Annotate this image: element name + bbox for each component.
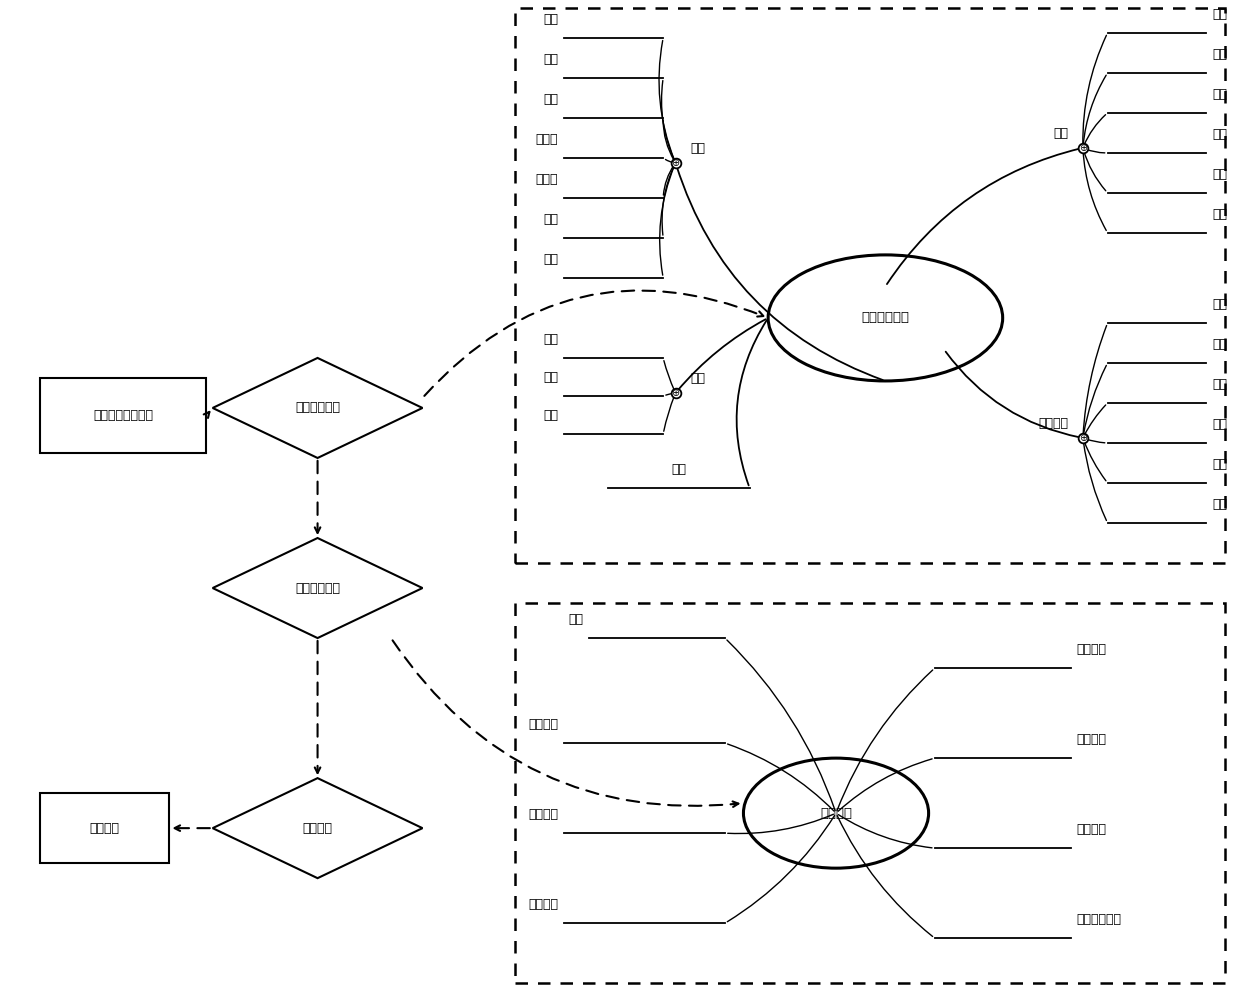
Text: 病灶识别: 病灶识别 xyxy=(820,807,852,820)
Text: 其它: 其它 xyxy=(543,253,558,266)
Text: 盆腔: 盆腔 xyxy=(1213,458,1228,471)
Text: 下肢: 下肢 xyxy=(543,213,558,226)
Text: 检查类型筛选: 检查类型筛选 xyxy=(295,401,340,414)
Text: 鼻窦: 鼻窦 xyxy=(1213,128,1228,141)
Text: 平扫: 平扫 xyxy=(1053,127,1068,140)
Text: ⊕: ⊕ xyxy=(672,158,680,168)
Ellipse shape xyxy=(744,759,929,868)
Text: 其它: 其它 xyxy=(543,409,558,422)
Text: 体部: 体部 xyxy=(543,371,558,384)
Text: 胸部: 胸部 xyxy=(1213,378,1228,391)
Text: 腹部: 腹部 xyxy=(1213,417,1228,431)
Text: 眼眶: 眼眶 xyxy=(1213,48,1228,60)
Text: 钙化类型: 钙化类型 xyxy=(1076,733,1107,746)
Text: ⊕: ⊕ xyxy=(1079,143,1087,153)
FancyBboxPatch shape xyxy=(515,603,1225,983)
Text: 结节类型: 结节类型 xyxy=(528,898,558,911)
Text: 头颈: 头颈 xyxy=(543,93,558,106)
Text: 头顶: 头顶 xyxy=(543,333,558,346)
Text: 其它: 其它 xyxy=(1213,498,1228,511)
Text: 结构缺失类型: 结构缺失类型 xyxy=(1076,913,1122,927)
Text: 冠脉: 冠脉 xyxy=(543,13,558,26)
Text: 其它: 其它 xyxy=(568,613,583,626)
Text: 检查类型识别: 检查类型识别 xyxy=(862,312,909,324)
Polygon shape xyxy=(212,538,423,638)
Text: 颅脑: 颅脑 xyxy=(543,52,558,65)
Text: 胸腹部: 胸腹部 xyxy=(536,173,558,186)
Text: 内耳: 内耳 xyxy=(1213,88,1228,101)
Text: 常规增强: 常规增强 xyxy=(1038,416,1068,430)
Text: 打印输出: 打印输出 xyxy=(89,822,119,835)
Text: 颅脑: 颅脑 xyxy=(1213,298,1228,311)
Text: ⊕: ⊕ xyxy=(1079,433,1087,443)
Text: 空洞类型: 空洞类型 xyxy=(1076,823,1107,836)
Text: 肺动脉: 肺动脉 xyxy=(536,133,558,146)
Text: 牙齿: 牙齿 xyxy=(1213,168,1228,181)
Polygon shape xyxy=(212,778,423,878)
Text: 其它: 其它 xyxy=(1213,208,1228,221)
Polygon shape xyxy=(212,358,423,458)
Text: 其它: 其它 xyxy=(671,463,686,476)
FancyBboxPatch shape xyxy=(515,8,1225,563)
Text: 肿块类型: 肿块类型 xyxy=(1076,643,1107,656)
Text: 骨折类型: 骨折类型 xyxy=(528,808,558,821)
Bar xyxy=(40,793,170,863)
Bar xyxy=(40,378,207,453)
Text: 颈部: 颈部 xyxy=(1213,338,1228,351)
Text: ⊕: ⊕ xyxy=(672,388,680,398)
Text: 扫描生成图像数据: 扫描生成图像数据 xyxy=(93,409,153,422)
Text: 灌注: 灌注 xyxy=(691,372,706,385)
Text: 断层图像筛选: 断层图像筛选 xyxy=(295,581,340,595)
Text: 条索类型: 条索类型 xyxy=(528,718,558,731)
Text: 颅脑: 颅脑 xyxy=(1213,8,1228,21)
Ellipse shape xyxy=(768,255,1003,381)
Text: 血管: 血管 xyxy=(691,142,706,155)
Text: 胶片排版: 胶片排版 xyxy=(303,822,332,835)
